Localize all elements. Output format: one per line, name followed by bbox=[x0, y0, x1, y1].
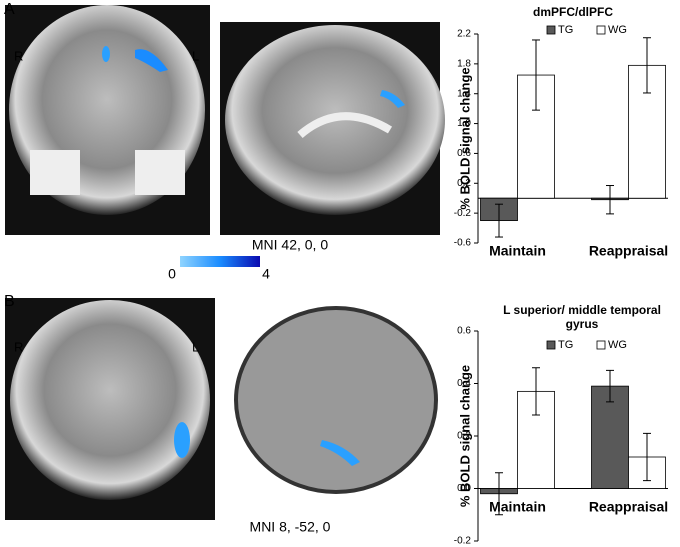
y-tick-label: 1.4 bbox=[457, 88, 471, 99]
x-tick-label: Reappraisal bbox=[589, 499, 668, 515]
y-tick-label: -0.2 bbox=[454, 536, 472, 547]
orientation-label: R bbox=[14, 339, 23, 354]
legend-label: WG bbox=[608, 339, 627, 351]
sinus bbox=[135, 150, 185, 195]
colorbar-tick-label: 0 bbox=[168, 266, 176, 282]
y-tick-label: 0.2 bbox=[457, 431, 471, 442]
legend-swatch bbox=[596, 340, 606, 350]
orientation-label: R bbox=[14, 48, 23, 63]
y-tick-label: 2.2 bbox=[457, 29, 471, 40]
y-tick-label: 0.6 bbox=[457, 148, 471, 159]
orientation-label: L bbox=[192, 339, 199, 354]
brain-shape bbox=[234, 306, 438, 494]
y-tick-label: 0.6 bbox=[457, 326, 471, 337]
legend-swatch bbox=[546, 25, 556, 35]
brain-shape bbox=[10, 300, 210, 500]
activation bbox=[174, 422, 190, 458]
orientation-label: L bbox=[192, 48, 199, 63]
y-axis-label: % BOLD signal change bbox=[457, 365, 472, 507]
colorbar-tick-label: 4 bbox=[262, 266, 270, 282]
chart-title: dmPFC/dlPFC bbox=[533, 5, 613, 19]
y-tick-label: 1.0 bbox=[457, 118, 471, 129]
corpus-callosum bbox=[297, 112, 393, 139]
y-tick-label: -0.6 bbox=[454, 238, 472, 249]
panel-label: B bbox=[4, 293, 15, 310]
y-tick-label: 0.2 bbox=[457, 178, 471, 189]
y-tick-label: 0.4 bbox=[457, 378, 471, 389]
legend-label: WG bbox=[608, 24, 627, 36]
legend-label: TG bbox=[558, 339, 573, 351]
legend-swatch bbox=[546, 340, 556, 350]
activation bbox=[320, 440, 360, 466]
y-tick-label: 1.8 bbox=[457, 58, 471, 69]
panel-label: A bbox=[4, 1, 15, 18]
x-tick-label: Maintain bbox=[489, 499, 546, 515]
x-tick-label: Maintain bbox=[489, 243, 546, 259]
legend-swatch bbox=[596, 25, 606, 35]
activation bbox=[380, 90, 405, 108]
legend-label: TG bbox=[558, 24, 573, 36]
coordinate-label: MNI 8, -52, 0 bbox=[250, 519, 331, 535]
sinus bbox=[30, 150, 80, 195]
bar bbox=[591, 385, 629, 489]
activation bbox=[102, 46, 110, 62]
chart-title: L superior/ middle temporal gyrus bbox=[503, 303, 661, 331]
colorbar bbox=[180, 256, 260, 267]
y-tick-label: -0.2 bbox=[454, 208, 472, 219]
y-tick-label: 0.0 bbox=[457, 483, 471, 494]
coordinate-label: MNI 42, 0, 0 bbox=[252, 237, 328, 253]
y-axis-label: % BOLD signal change bbox=[457, 67, 472, 209]
activation bbox=[135, 49, 168, 72]
x-tick-label: Reappraisal bbox=[589, 243, 668, 259]
